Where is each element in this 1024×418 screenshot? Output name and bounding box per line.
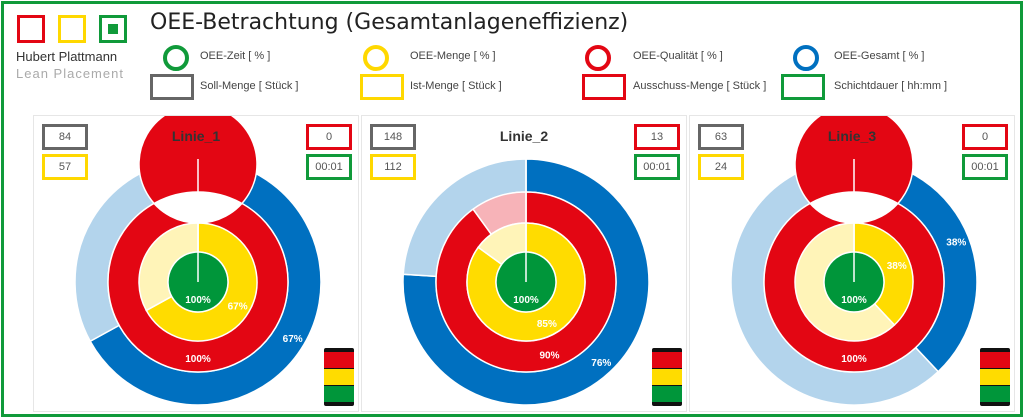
legend-rect-icon	[150, 74, 194, 100]
traffic-light-icon	[324, 348, 354, 406]
logo-green-square	[99, 15, 127, 43]
legend-label: OEE-Menge [ % ]	[410, 50, 496, 62]
traffic-light-icon	[652, 348, 682, 406]
brand-subtitle: Lean Placement	[16, 66, 124, 81]
legend-label: Soll-Menge [ Stück ]	[200, 80, 299, 92]
ist-menge-box: 24	[698, 154, 744, 180]
line-panel-2: 100% 85% 90% 76% Linie_2 148 112 13 00:01	[361, 115, 687, 412]
ausschuss-menge-box: 13	[634, 124, 680, 150]
legend-label: Ausschuss-Menge [ Stück ]	[633, 80, 767, 92]
legend-circle-icon	[585, 45, 611, 71]
label-qualitaet: 90%	[539, 350, 559, 361]
logo-red-square	[17, 15, 45, 43]
legend-label: OEE-Gesamt [ % ]	[834, 50, 925, 62]
page-title: OEE-Betrachtung (Gesamtanlageneffizienz)	[150, 10, 629, 35]
legend-rect-icon	[781, 74, 825, 100]
oee-donut-chart: 100% 67% 100% 67%	[74, 116, 322, 406]
label-menge: 38%	[887, 261, 907, 272]
logo-yellow-square	[58, 15, 86, 43]
label-menge: 67%	[228, 301, 248, 312]
soll-menge-box: 84	[42, 124, 88, 150]
legend-label: Ist-Menge [ Stück ]	[410, 80, 502, 92]
schichtdauer-box: 00:01	[306, 154, 352, 180]
line-title: Linie_1	[171, 128, 221, 144]
soll-menge-box: 63	[698, 124, 744, 150]
schichtdauer-box: 00:01	[962, 154, 1008, 180]
legend-circle-icon	[163, 45, 189, 71]
oee-donut-chart: 100% 38% 100% 38%	[730, 116, 978, 406]
ist-menge-box: 112	[370, 154, 416, 180]
brand-name: Hubert Plattmann	[16, 49, 118, 64]
label-zeit: 100%	[841, 295, 867, 306]
legend-rect-icon	[360, 74, 404, 100]
line-panel-3: 100% 38% 100% 38% Linie_3 63 24 0 00:01	[689, 115, 1015, 412]
label-gesamt: 67%	[283, 334, 303, 345]
line-title: Linie_3	[827, 128, 877, 144]
label-zeit: 100%	[185, 295, 211, 306]
ausschuss-menge-box: 0	[306, 124, 352, 150]
label-gesamt: 38%	[946, 238, 966, 249]
label-gesamt: 76%	[591, 358, 611, 369]
ist-menge-box: 57	[42, 154, 88, 180]
schichtdauer-box: 00:01	[634, 154, 680, 180]
legend-rect-icon	[582, 74, 626, 100]
legend-label: OEE-Zeit [ % ]	[200, 50, 271, 62]
line-title: Linie_2	[499, 128, 549, 144]
oee-donut-chart: 100% 85% 90% 76%	[402, 158, 650, 406]
legend-circle-icon	[793, 45, 819, 71]
label-qualitaet: 100%	[185, 354, 211, 365]
legend-label: OEE-Qualität [ % ]	[633, 50, 723, 62]
label-zeit: 100%	[513, 295, 539, 306]
label-qualitaet: 100%	[841, 354, 867, 365]
label-menge: 85%	[537, 319, 557, 330]
legend-circle-icon	[363, 45, 389, 71]
soll-menge-box: 148	[370, 124, 416, 150]
traffic-light-icon	[980, 348, 1010, 406]
ausschuss-menge-box: 0	[962, 124, 1008, 150]
line-panel-1: 100% 67% 100% 67% Linie_1 84 57 0 00:01	[33, 115, 359, 412]
legend-label: Schichtdauer [ hh:mm ]	[834, 80, 948, 92]
